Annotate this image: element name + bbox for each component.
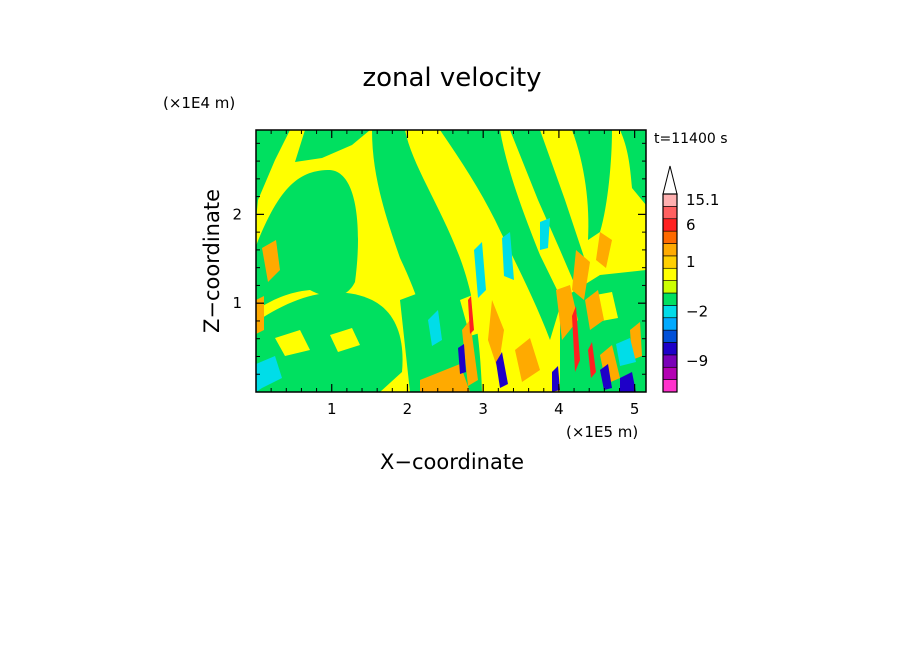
x-tick-label: 3 (478, 400, 488, 418)
colorbar-swatch (662, 255, 678, 269)
time-label: t=11400 s (654, 131, 728, 147)
colorbar-swatch (662, 317, 678, 331)
blue-regions (458, 344, 636, 392)
x-axis-title: X−coordinate (380, 450, 524, 474)
x-tick-label: 1 (327, 400, 337, 418)
colorbar-swatch (662, 379, 678, 393)
colorbar-swatch (662, 280, 678, 294)
y-axis: 12 (232, 142, 646, 375)
colorbar-swatch (662, 354, 678, 368)
y-tick-label: 2 (232, 205, 242, 223)
y-tick-label: 1 (232, 294, 242, 312)
x-axis: 1 2 3 4 5 (270, 130, 640, 418)
colorbar-swatch (662, 366, 678, 380)
cyan-regions (256, 218, 636, 392)
x-tick-label: 2 (403, 400, 413, 418)
y-unit-label: (×1E4 m) (163, 94, 235, 112)
colorbar-extend-arrow (662, 165, 678, 195)
x-tick-label: 4 (554, 400, 564, 418)
colorbar-label: 6 (686, 216, 696, 234)
x-unit-label: (×1E5 m) (566, 423, 638, 441)
colorbar-swatch (662, 218, 678, 232)
colorbar-label: 15.1 (686, 191, 719, 209)
plot-frame (255, 129, 647, 393)
colorbar-swatch (662, 342, 678, 356)
x-tick-label: 5 (630, 400, 640, 418)
colorbar-swatch (662, 329, 678, 343)
colorbar-swatch (662, 292, 678, 306)
orange-regions (256, 232, 642, 392)
plot-area (256, 130, 646, 392)
colorbar: 15.1 6 1 −2 −9 (662, 165, 719, 393)
colorbar-label: −2 (686, 303, 708, 321)
green-regions (256, 130, 646, 392)
colorbar-swatch (662, 193, 678, 207)
colorbar-swatch (662, 267, 678, 281)
colorbar-label: −9 (686, 352, 708, 370)
colorbar-swatch (662, 206, 678, 220)
colorbar-swatch (662, 243, 678, 257)
colorbar-frame (662, 193, 678, 393)
colorbar-label: 1 (686, 253, 696, 271)
chart-title: zonal velocity (362, 63, 541, 93)
y-axis-title: Z−coordinate (200, 189, 224, 333)
red-regions (468, 296, 596, 378)
colorbar-swatch (662, 230, 678, 244)
colorbar-swatch (662, 305, 678, 319)
